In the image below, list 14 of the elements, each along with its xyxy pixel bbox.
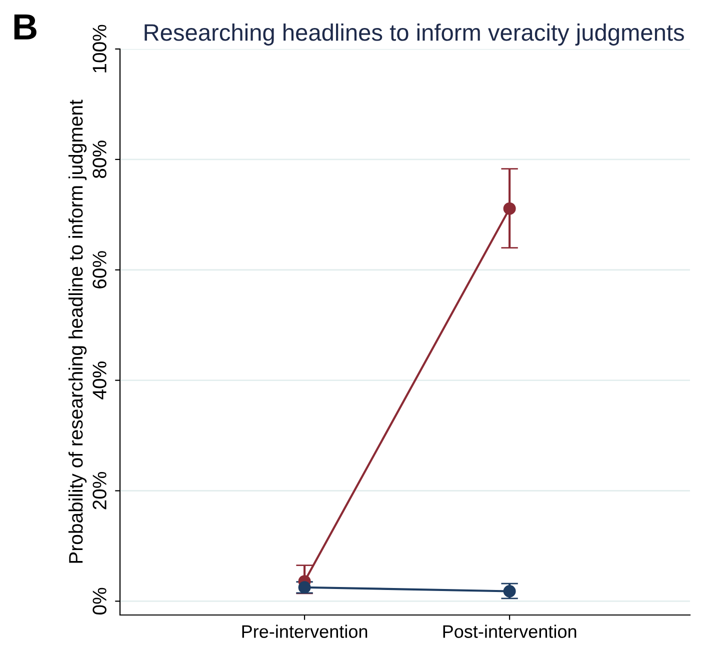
y-tick-label: 100% (92, 24, 106, 72)
point (503, 202, 516, 215)
y-tick-label: 60% (92, 251, 106, 288)
y-tick-label: 20% (92, 472, 106, 510)
y-tick-label: 0% (92, 588, 106, 614)
point (298, 581, 311, 594)
y-tick-label: 40% (92, 362, 106, 400)
text: B (14, 14, 36, 40)
point (503, 585, 516, 598)
x-tick-label: Pre-intervention (242, 624, 368, 638)
y-tick-label: 80% (92, 140, 106, 178)
x-tick-label: Post-intervention (443, 624, 576, 638)
chart-title: Researching headlines to inform veracity judgments (144, 24, 684, 46)
y-axis-title: Probability of researching headline to inform judgment (68, 100, 87, 563)
